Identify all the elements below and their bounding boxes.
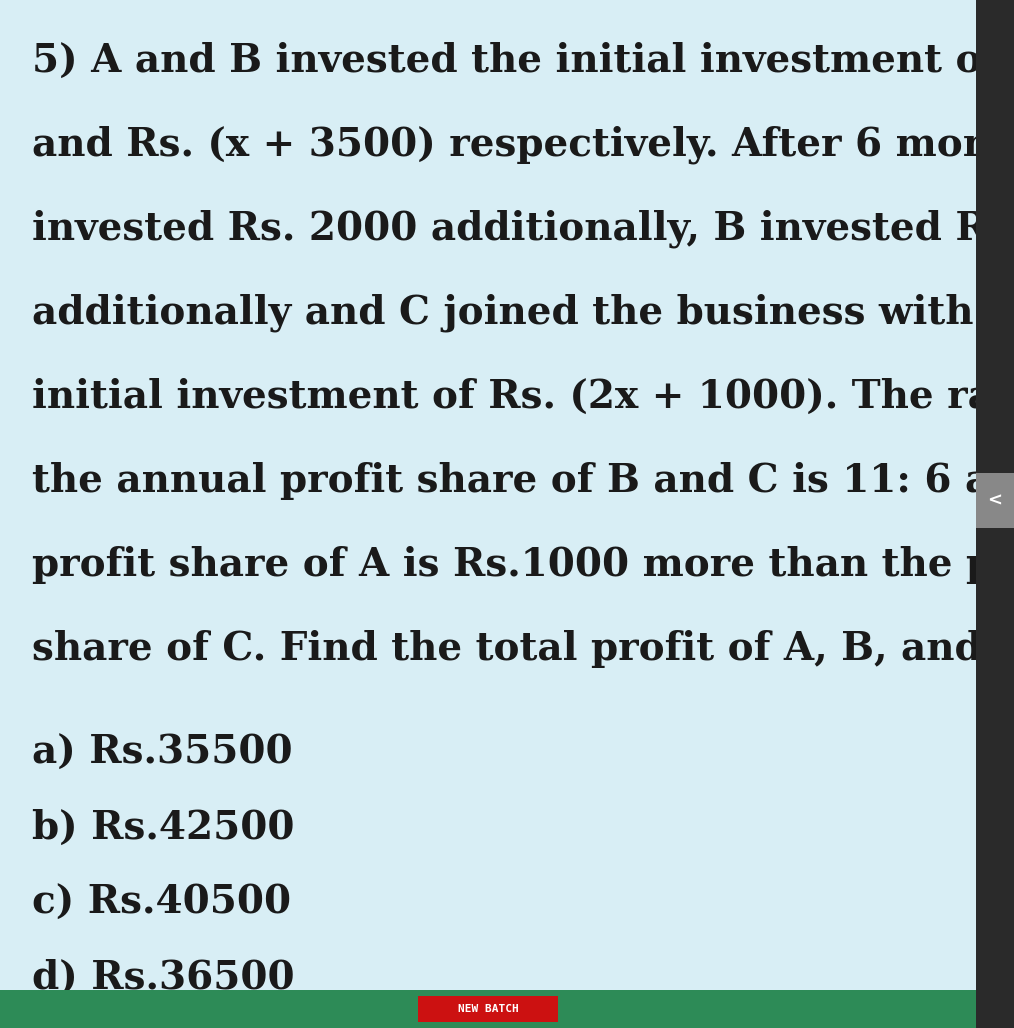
Text: and Rs. (x + 3500) respectively. After 6 months, A: and Rs. (x + 3500) respectively. After 6… [32,126,1014,164]
Text: b) Rs.42500: b) Rs.42500 [32,809,294,847]
Bar [976,473,1014,528]
Bar [418,996,558,1022]
Text: additionally and C joined the business with an: additionally and C joined the business w… [32,294,1014,332]
Text: d) Rs.36500: d) Rs.36500 [32,959,295,997]
Text: NEW BATCH: NEW BATCH [457,1004,518,1014]
Bar [976,0,1014,1028]
Text: <: < [988,491,1003,510]
Bar [0,990,976,1028]
Text: 5) A and B invested the initial investment of Rs. x: 5) A and B invested the initial investme… [32,42,1014,80]
Text: initial investment of Rs. (2x + 1000). The ratio of: initial investment of Rs. (2x + 1000). T… [32,378,1014,416]
Text: invested Rs. 2000 additionally, B invested Rs. 1500: invested Rs. 2000 additionally, B invest… [32,210,1014,249]
Text: a) Rs.35500: a) Rs.35500 [32,734,293,772]
Text: share of C. Find the total profit of A, B, and C.: share of C. Find the total profit of A, … [32,630,1014,668]
Text: the annual profit share of B and C is 11: 6 and the: the annual profit share of B and C is 11… [32,462,1014,500]
Text: profit share of A is Rs.1000 more than the profit: profit share of A is Rs.1000 more than t… [32,546,1014,584]
Text: c) Rs.40500: c) Rs.40500 [32,884,291,922]
